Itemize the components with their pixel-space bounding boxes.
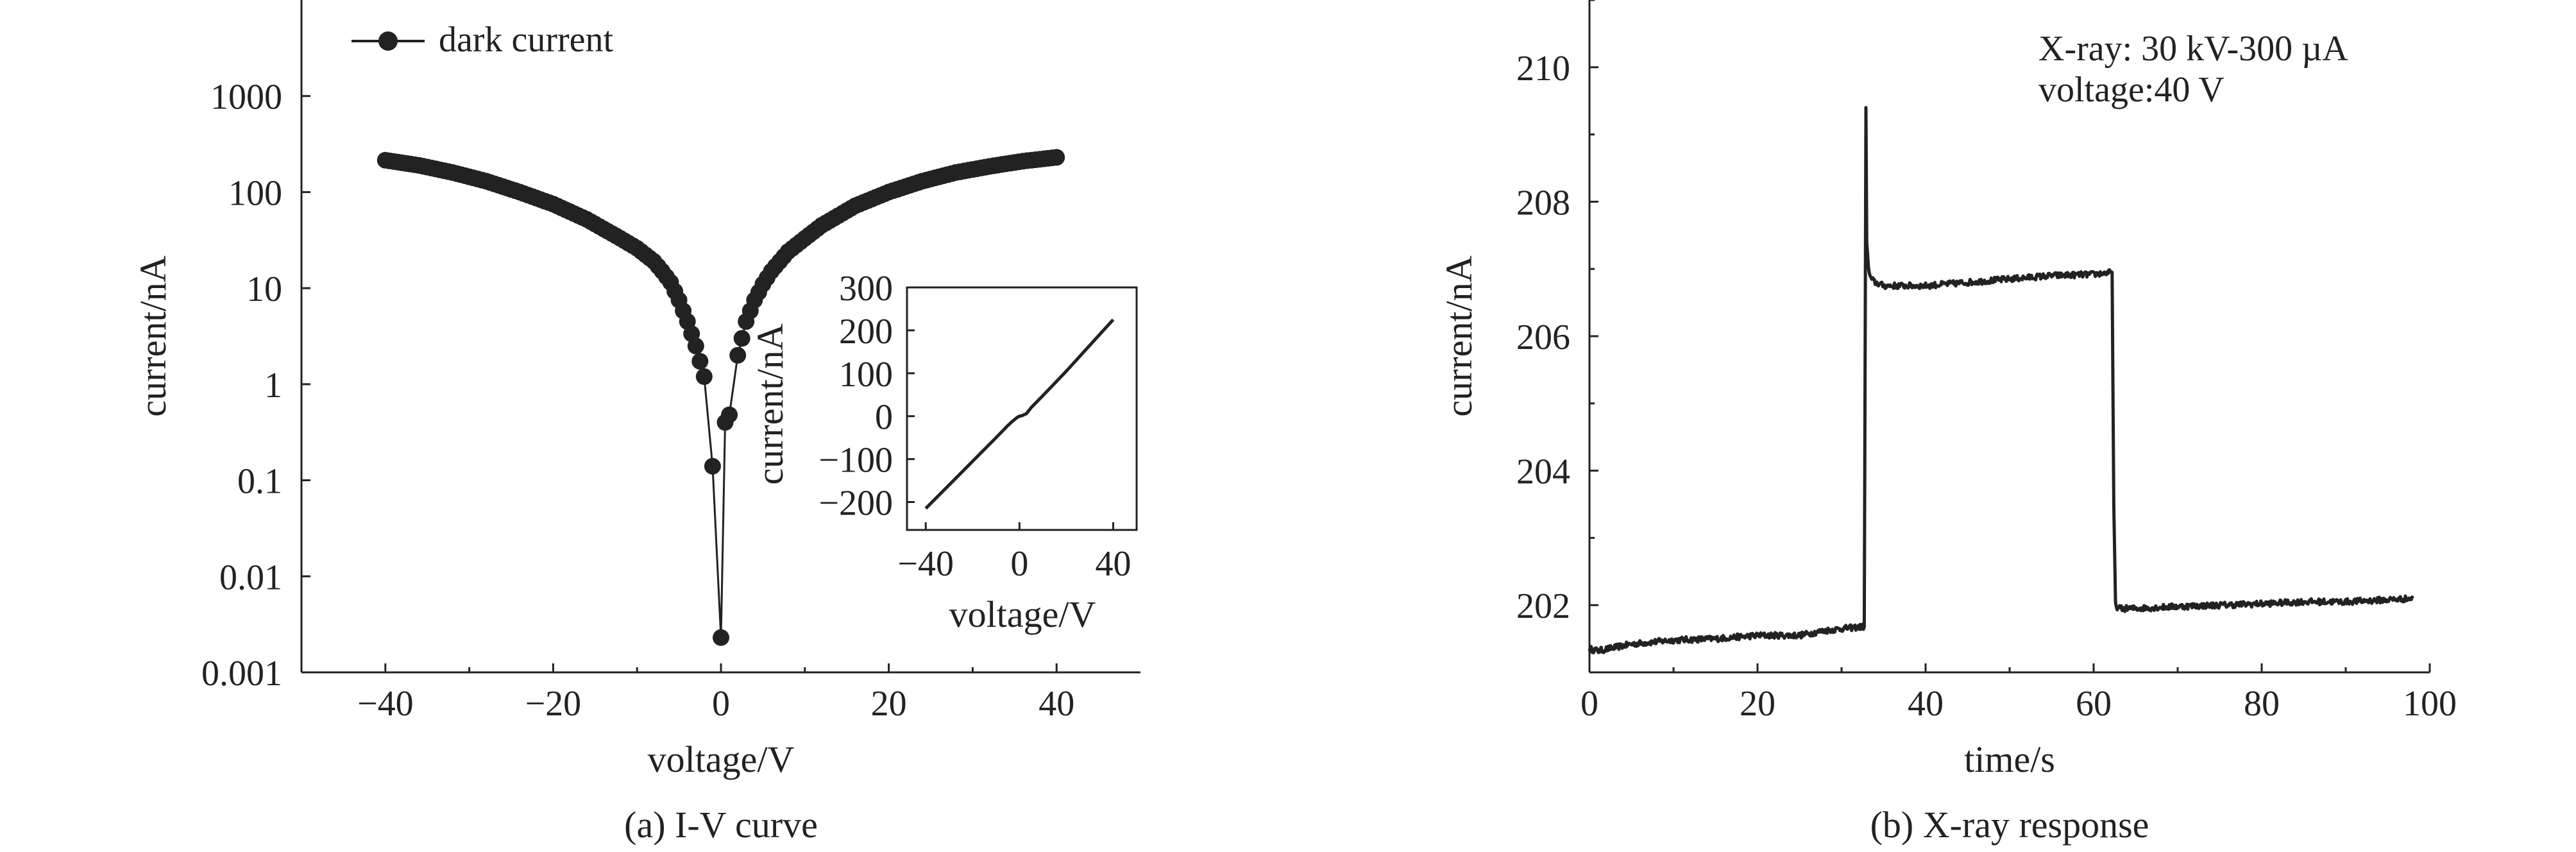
- xray-current-line: [1588, 106, 2414, 654]
- xray-x-tick-label: 100: [2403, 684, 2457, 724]
- dark-current-point: [704, 457, 721, 475]
- xray-x-tick-label: 0: [1580, 684, 1598, 724]
- legend: dark current: [352, 20, 614, 60]
- xray-annotation-source: X-ray: 30 kV-300 µA: [2038, 29, 2348, 69]
- iv-y-tick-label: 1000: [210, 78, 282, 117]
- dark-current-point: [695, 368, 713, 385]
- iv-y-ticks: 0.001 0.01 0.1 1 10 100 1000: [201, 78, 310, 694]
- iv-caption: (a) I-V curve: [624, 804, 818, 846]
- inset-x-axis-label: voltage/V: [949, 593, 1096, 635]
- xray-response-panel: 0 20 40 60 80 100 202 204 206 208 210 X-ray: 30 k…: [1438, 0, 2457, 846]
- dark-current-point: [729, 346, 747, 364]
- xray-annotation-voltage: voltage:40 V: [2038, 70, 2224, 110]
- xray-y-tick-label: 208: [1516, 183, 1570, 223]
- iv-x-tick-label: 20: [871, 684, 907, 724]
- iv-x-axis-label: voltage/V: [648, 738, 795, 780]
- iv-x-tick-label: 40: [1038, 684, 1074, 724]
- iv-y-tick-label: 10: [246, 269, 282, 309]
- iv-y-tick-label: 0.001: [201, 654, 282, 694]
- inset-y-tick-label: 300: [839, 269, 893, 309]
- iv-y-tick-label: 1: [264, 366, 282, 405]
- iv-x-tick-label: 0: [712, 684, 730, 724]
- iv-x-tick-label: −40: [357, 684, 414, 724]
- dark-current-points: [377, 149, 1065, 646]
- iv-y-tick-label: 100: [228, 173, 282, 213]
- dark-current-point: [713, 629, 729, 646]
- dark-current-point: [721, 406, 738, 423]
- inset-iv-line: [924, 318, 1115, 510]
- iv-y-tick-label: 0.1: [237, 462, 282, 502]
- inset-x-tick-label: −40: [897, 544, 954, 584]
- xray-caption: (b) X-ray response: [1870, 804, 2149, 846]
- inset-x-tick-label: 40: [1095, 544, 1131, 584]
- xray-y-tick-label: 202: [1516, 586, 1570, 626]
- xray-y-tick-label: 204: [1516, 452, 1570, 492]
- xray-x-tick-label: 20: [1740, 684, 1775, 724]
- dark-current-point: [687, 337, 704, 355]
- inset-y-axis-label: current/nA: [749, 323, 791, 484]
- dark-current-point: [691, 353, 709, 370]
- legend-marker-icon: [378, 31, 398, 51]
- xray-y-tick-label: 210: [1516, 49, 1570, 89]
- iv-x-ticks: −40 −20 0 20 40: [357, 663, 1074, 724]
- dark-current-point: [1048, 149, 1065, 166]
- inset-x-tick-label: 0: [1010, 544, 1028, 584]
- iv-y-axis-label: current/nA: [132, 255, 174, 416]
- inset-y-tick-label: 200: [839, 312, 893, 352]
- xray-x-axis-label: time/s: [1964, 738, 2055, 780]
- xray-y-axis-label: current/nA: [1438, 255, 1480, 416]
- iv-x-tick-label: −20: [525, 684, 582, 724]
- xray-x-tick-label: 80: [2244, 684, 2280, 724]
- xray-x-tick-label: 40: [1908, 684, 1944, 724]
- inset-y-tick-label: 0: [875, 398, 893, 438]
- xray-y-tick-label: 206: [1516, 318, 1570, 357]
- xray-x-ticks: 0 20 40 60 80 100: [1580, 663, 2457, 724]
- inset-x-ticks: −40 0 40: [897, 522, 1131, 584]
- inset-y-tick-label: 100: [839, 355, 893, 395]
- xray-y-ticks: 202 204 206 208 210: [1516, 0, 1598, 626]
- inset-y-tick-label: −100: [818, 441, 893, 481]
- legend-label: dark current: [439, 20, 614, 60]
- iv-y-tick-label: 0.01: [219, 558, 282, 597]
- inset-y-tick-label: −200: [818, 484, 893, 524]
- dark-current-point: [733, 330, 750, 347]
- xray-x-tick-label: 60: [2076, 684, 2112, 724]
